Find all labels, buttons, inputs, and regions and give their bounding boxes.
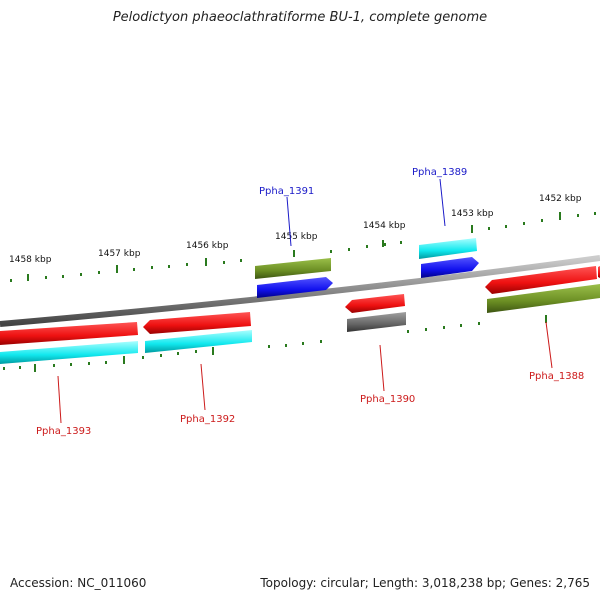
kbp-labels: 1458 kbp 1457 kbp 1456 kbp 1455 kbp 1454… bbox=[9, 194, 582, 265]
gene-feature[interactable] bbox=[145, 330, 252, 353]
gene-feature[interactable] bbox=[487, 284, 600, 313]
gene-feature[interactable] bbox=[0, 341, 138, 364]
gene-feature[interactable] bbox=[419, 238, 477, 259]
kbp-label: 1454 kbp bbox=[363, 221, 406, 231]
gene-ppha-1391[interactable] bbox=[255, 258, 333, 298]
leader-lines-plus bbox=[286, 178, 446, 247]
gene-ppha-1389[interactable] bbox=[419, 238, 479, 278]
gene-feature[interactable] bbox=[347, 312, 406, 332]
genome-backbone bbox=[0, 255, 600, 327]
leader-lines bbox=[57, 321, 553, 424]
gene-ppha-1388[interactable] bbox=[485, 266, 600, 313]
gene-ppha-1392[interactable] bbox=[143, 312, 252, 353]
gene-labels-minus: Ppha_1393 Ppha_1392 Ppha_1390 Ppha_1388 bbox=[36, 371, 584, 437]
upper-tick-track bbox=[10, 212, 596, 282]
map-title: Pelodictyon phaeoclathratiforme BU-1, co… bbox=[112, 10, 488, 25]
kbp-label: 1456 kbp bbox=[186, 241, 229, 251]
gene-label-ppha-1393: Ppha_1393 bbox=[36, 426, 91, 437]
gene-ppha-1393[interactable] bbox=[0, 322, 138, 364]
upper-tick-marks bbox=[27, 212, 561, 281]
gene-arrow[interactable] bbox=[345, 294, 405, 313]
gene-arrow[interactable] bbox=[485, 266, 597, 294]
gene-arrow[interactable] bbox=[143, 312, 251, 334]
kbp-label: 1455 kbp bbox=[275, 232, 318, 242]
gene-labels-plus: Ppha_1391 Ppha_1389 bbox=[259, 167, 467, 197]
kbp-label: 1452 kbp bbox=[539, 194, 582, 204]
accession-text: Accession: NC_011060 bbox=[10, 576, 147, 590]
kbp-label: 1458 kbp bbox=[9, 255, 52, 265]
gene-feature[interactable] bbox=[255, 258, 331, 279]
kbp-label: 1453 kbp bbox=[451, 209, 494, 219]
gene-label-ppha-1392: Ppha_1392 bbox=[180, 414, 235, 425]
lower-tick-marks bbox=[34, 315, 547, 372]
gene-arrow[interactable] bbox=[257, 277, 333, 298]
gene-arrow[interactable] bbox=[421, 257, 479, 278]
gene-label-ppha-1389: Ppha_1389 bbox=[412, 167, 467, 178]
genome-stats-text: Topology: circular; Length: 3,018,238 bp… bbox=[260, 576, 590, 590]
gene-arrow[interactable] bbox=[0, 322, 138, 345]
gene-label-ppha-1390: Ppha_1390 bbox=[360, 394, 415, 405]
gene-ppha-1390[interactable] bbox=[345, 294, 406, 332]
gene-label-ppha-1391: Ppha_1391 bbox=[259, 186, 314, 197]
lower-tick-track bbox=[3, 322, 480, 370]
gene-label-ppha-1388: Ppha_1388 bbox=[529, 371, 584, 382]
kbp-label: 1457 kbp bbox=[98, 249, 141, 259]
